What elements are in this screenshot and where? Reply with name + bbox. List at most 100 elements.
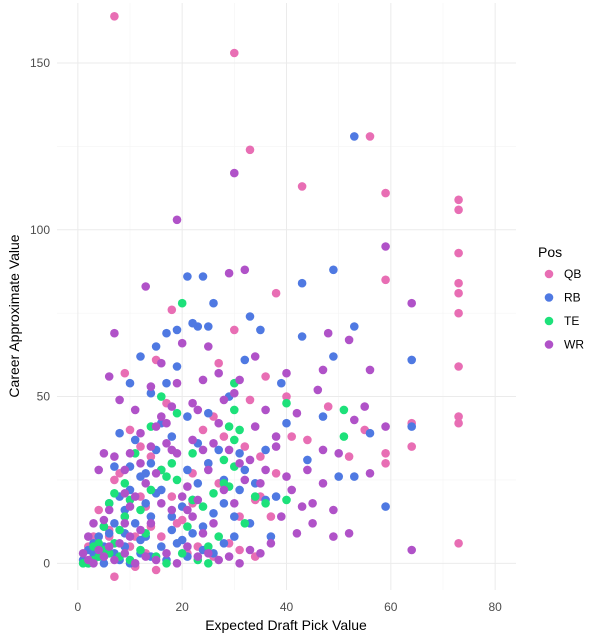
data-point [334,472,344,481]
data-point [245,312,255,321]
data-point [297,502,307,511]
data-point [308,499,317,508]
data-point [162,328,171,338]
data-point [136,535,145,545]
data-point [183,482,192,491]
data-point [130,519,140,528]
data-point [209,509,218,518]
data-point [204,542,213,551]
series-wr [78,168,417,568]
data-point [360,402,370,411]
data-point [151,555,161,565]
data-point [214,358,223,368]
data-point [120,465,130,475]
data-point [110,489,119,498]
data-point [136,352,145,361]
data-point [162,472,171,481]
data-point [120,549,130,558]
axis-ticks: 0 20 40 60 80 0 50 100 150 [30,56,502,614]
data-point [172,378,182,388]
data-point [136,442,145,451]
data-point [323,402,333,411]
data-point [193,552,203,561]
data-point [271,442,281,451]
data-point [245,395,255,405]
data-point [146,382,156,391]
data-point [172,325,182,335]
data-point [240,465,250,475]
data-point [130,405,140,415]
data-point [99,515,109,525]
data-point [204,465,213,475]
data-point [177,492,187,501]
data-point [167,512,177,521]
data-point [120,368,130,378]
legend-key-rb [544,293,554,302]
data-point [318,479,328,488]
data-point [136,459,145,468]
data-point [250,352,260,361]
data-point [146,442,156,451]
data-point [183,522,192,531]
x-tick-label: 20 [176,600,190,614]
data-point [256,452,265,461]
data-point [271,288,281,298]
data-point [115,525,124,535]
data-point [240,265,250,275]
data-point [188,398,197,408]
data-point [224,552,234,561]
data-point [250,492,260,501]
data-point [177,549,187,558]
data-point [365,365,375,375]
data-point [454,362,463,371]
legend: Pos QB RB TE WR [538,244,584,352]
data-point [224,445,234,455]
data-point [162,418,171,428]
data-point [94,505,103,515]
data-point [204,459,213,468]
data-point [235,425,244,435]
data-point [240,442,250,451]
data-point [365,132,375,141]
data-point [277,378,286,388]
data-point [407,442,417,451]
data-point [329,352,338,361]
data-point [454,539,463,548]
data-point [454,412,463,421]
data-point [89,559,98,568]
data-point [344,529,354,538]
data-point [209,298,218,308]
data-point [104,542,114,551]
data-point [313,385,323,395]
data-point [261,499,270,508]
data-point [214,445,223,455]
x-tick-label: 0 [75,600,82,614]
data-point [125,425,135,435]
data-point [318,365,328,375]
data-point [110,328,119,338]
data-point [256,549,265,558]
data-point [219,479,229,488]
data-point [204,322,213,331]
data-point [157,412,166,421]
data-point [99,552,109,561]
data-point [282,392,291,401]
data-point [157,485,166,495]
y-tick-label: 100 [30,223,50,237]
data-point [230,405,239,415]
data-point [188,512,197,521]
data-point [125,449,135,458]
legend-label-te: TE [564,314,579,328]
data-point [323,328,333,338]
data-point [183,465,192,475]
data-point [151,469,161,478]
data-point [381,275,390,285]
data-point [193,405,203,415]
data-point [78,549,88,558]
data-point [162,549,171,558]
data-point [136,545,145,555]
data-point [245,455,255,465]
data-point [219,499,229,508]
data-point [94,532,103,541]
data-point [350,132,359,141]
